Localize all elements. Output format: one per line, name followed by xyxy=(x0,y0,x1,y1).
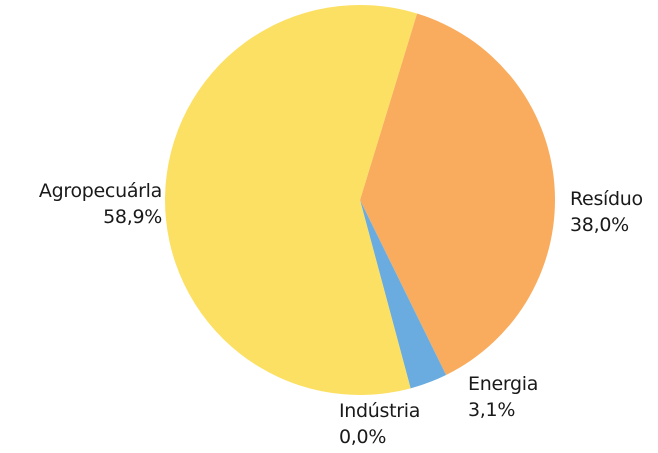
pie-slice-energia xyxy=(360,200,447,389)
slice-label-value: 0,0% xyxy=(339,426,387,448)
slice-label-value: 38,0% xyxy=(570,214,629,236)
slice-label-industria: Indústria 0,0% xyxy=(339,398,420,450)
slice-label-agropecuaria: Agropecuárla 58,9% xyxy=(39,178,162,230)
pie-slice-agropecuarla xyxy=(164,4,418,395)
slice-label-name: Agropecuárla xyxy=(38,180,162,202)
slice-label-name: Resíduo xyxy=(570,188,643,210)
slice-label-energia: Energia 3,1% xyxy=(468,371,538,423)
pie-slice-residuo xyxy=(360,13,556,375)
slice-label-name: Energia xyxy=(468,373,539,395)
slice-label-value: 58,9% xyxy=(103,206,162,228)
slice-label-name: Indústria xyxy=(339,400,421,422)
slice-label-value: 3,1% xyxy=(468,399,516,421)
slice-label-residuo: Resíduo 38,0% xyxy=(570,186,643,238)
